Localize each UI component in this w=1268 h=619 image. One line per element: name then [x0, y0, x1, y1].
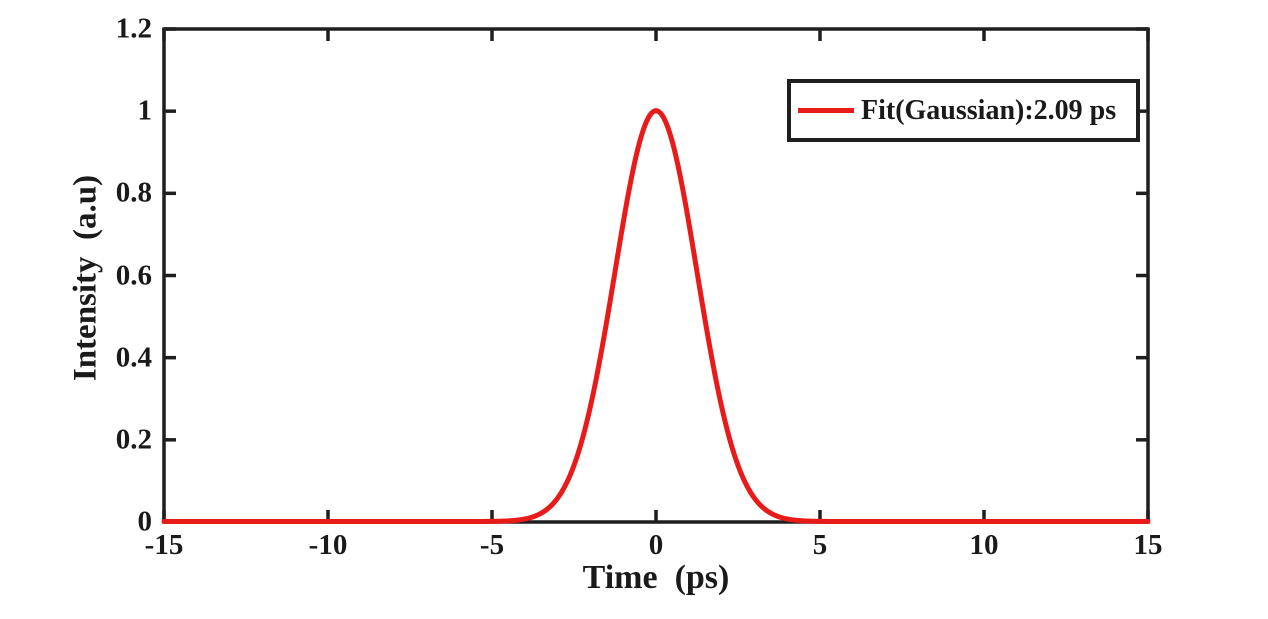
y-tick-label: 1 [137, 94, 153, 127]
y-tick-label: 0.4 [115, 341, 152, 374]
y-tick-label: 0.8 [115, 176, 152, 209]
x-tick-label: 10 [969, 529, 999, 561]
y-tick-label: 1.2 [115, 12, 152, 45]
y-tick-label: 0 [137, 505, 153, 538]
x-tick-label: -10 [308, 529, 348, 561]
y-tick-label: 0.2 [115, 423, 152, 456]
x-axis-label: Time (ps) [582, 559, 730, 596]
legend-line-swatch [798, 108, 854, 113]
x-tick-label: -5 [479, 529, 505, 561]
x-tick-label: -15 [144, 529, 184, 561]
plot-frame [162, 27, 1150, 524]
gaussian-fit-curve [161, 108, 1151, 524]
x-tick-label: 15 [1133, 529, 1163, 561]
legend-label: Fit(Gaussian):2.09 ps [861, 94, 1117, 126]
y-axis-label: Intensity (a.u) [67, 174, 104, 382]
x-tick-label: 5 [812, 529, 828, 561]
y-tick-label: 0.6 [115, 259, 152, 291]
x-tick-label: 0 [648, 529, 664, 561]
legend: Fit(Gaussian):2.09 ps [787, 79, 1140, 142]
